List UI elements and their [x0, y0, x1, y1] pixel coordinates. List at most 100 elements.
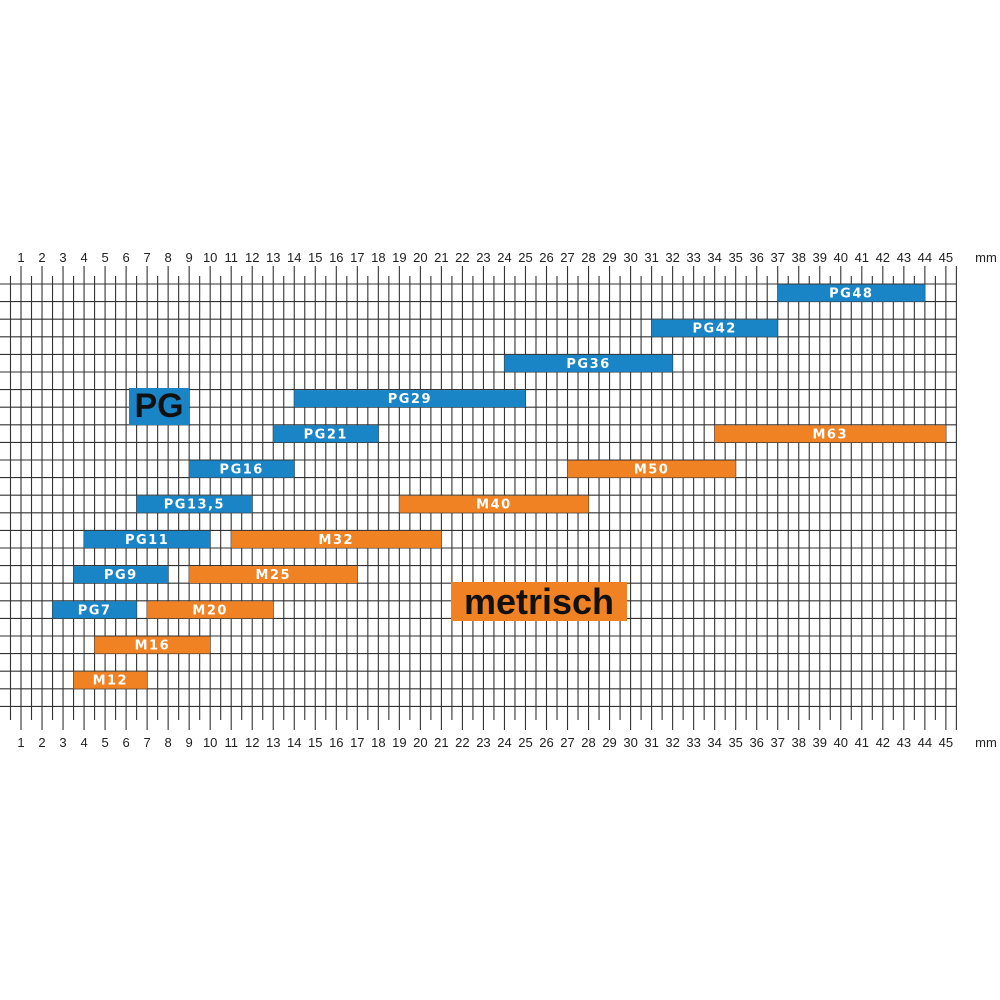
bar-label: PG21: [304, 427, 348, 442]
x-tick-label-bottom: 34: [707, 735, 721, 750]
x-tick-label-top: 37: [770, 250, 784, 265]
x-tick-label-top: 39: [813, 250, 827, 265]
x-tick-label-bottom: 33: [686, 735, 700, 750]
x-tick-label-top: 35: [728, 250, 742, 265]
bar-pg7: [52, 601, 137, 619]
x-tick-label-bottom: 25: [518, 735, 532, 750]
x-tick-label-top: 38: [792, 250, 806, 265]
bar-m20: [147, 601, 274, 619]
x-tick-label-bottom: 23: [476, 735, 490, 750]
x-tick-label-bottom: 18: [371, 735, 385, 750]
x-tick-label-bottom: 35: [728, 735, 742, 750]
x-tick-label-bottom: 38: [792, 735, 806, 750]
x-tick-label-top: 6: [122, 250, 129, 265]
unit-label-bottom: mm: [975, 735, 997, 750]
x-tick-label-top: 22: [455, 250, 469, 265]
bar-label: M32: [319, 533, 355, 548]
x-tick-label-top: 19: [392, 250, 406, 265]
bar-pg42: [651, 319, 778, 337]
x-tick-label-bottom: 39: [813, 735, 827, 750]
x-tick-label-top: 36: [749, 250, 763, 265]
bar-label: M50: [634, 463, 670, 478]
x-tick-label-bottom: 31: [644, 735, 658, 750]
bar-label: PG48: [829, 287, 873, 302]
bar-pg11: [84, 530, 211, 548]
bar-m25: [189, 566, 358, 584]
x-tick-label-top: 20: [413, 250, 427, 265]
x-tick-label-bottom: 42: [876, 735, 890, 750]
bar-label: PG7: [78, 603, 112, 618]
x-tick-label-top: 42: [876, 250, 890, 265]
bar-m50: [567, 460, 736, 478]
x-tick-label-bottom: 19: [392, 735, 406, 750]
x-tick-label-bottom: 12: [245, 735, 259, 750]
bar-label: M12: [93, 674, 129, 689]
x-tick-label-top: 23: [476, 250, 490, 265]
x-tick-label-bottom: 13: [266, 735, 280, 750]
legend-pg-label: PG: [134, 387, 184, 425]
bar-m63: [714, 425, 946, 443]
x-tick-label-bottom: 36: [749, 735, 763, 750]
x-tick-label-top: 1: [17, 250, 24, 265]
bar-pg16: [189, 460, 295, 478]
x-tick-label-bottom: 28: [581, 735, 595, 750]
x-tick-label-bottom: 11: [224, 735, 238, 750]
x-tick-label-bottom: 16: [329, 735, 343, 750]
x-tick-label-top: 29: [602, 250, 616, 265]
x-tick-label-top: 28: [581, 250, 595, 265]
x-tick-label-bottom: 27: [560, 735, 574, 750]
x-tick-label-bottom: 40: [834, 735, 848, 750]
legend-metrisch: metrisch: [451, 580, 627, 622]
x-tick-label-top: 14: [287, 250, 301, 265]
x-tick-label-top: 3: [59, 250, 66, 265]
x-tick-label-top: 26: [539, 250, 553, 265]
x-tick-label-bottom: 41: [855, 735, 869, 750]
x-tick-label-bottom: 3: [59, 735, 66, 750]
x-tick-label-bottom: 1: [17, 735, 24, 750]
x-tick-label-top: 11: [224, 250, 238, 265]
x-tick-label-top: 43: [897, 250, 911, 265]
bar-label: PG42: [693, 322, 737, 337]
x-tick-label-bottom: 44: [918, 735, 932, 750]
bar-label: PG13,5: [164, 498, 225, 513]
bar-label: PG36: [566, 357, 610, 372]
x-tick-label-top: 10: [203, 250, 217, 265]
x-tick-label-top: 31: [644, 250, 658, 265]
x-tick-label-bottom: 22: [455, 735, 469, 750]
legend-metrisch-label: metrisch: [463, 580, 615, 622]
x-tick-label-bottom: 17: [350, 735, 364, 750]
x-tick-label-top: 24: [497, 250, 511, 265]
x-tick-label-top: 4: [80, 250, 87, 265]
legend-pg: PG: [129, 387, 189, 425]
x-tick-label-bottom: 14: [287, 735, 301, 750]
x-tick-label-bottom: 5: [101, 735, 108, 750]
x-tick-label-bottom: 43: [897, 735, 911, 750]
bar-pg13-5: [136, 495, 253, 513]
x-tick-label-top: 2: [38, 250, 45, 265]
x-tick-label-top: 25: [518, 250, 532, 265]
bar-label: M20: [192, 603, 228, 618]
x-tick-label-bottom: 10: [203, 735, 217, 750]
bar-m16: [94, 636, 211, 654]
x-tick-label-top: 16: [329, 250, 343, 265]
x-tick-label-top: 21: [434, 250, 448, 265]
x-tick-label-bottom: 32: [665, 735, 679, 750]
bar-m12: [73, 671, 148, 689]
bar-label: M25: [255, 568, 291, 583]
bar-pg9: [73, 566, 169, 584]
x-tick-label-top: 7: [144, 250, 151, 265]
bar-m40: [399, 495, 589, 513]
x-tick-label-bottom: 24: [497, 735, 511, 750]
x-tick-label-bottom: 9: [186, 735, 193, 750]
bar-pg48: [777, 284, 925, 302]
x-tick-label-top: 32: [665, 250, 679, 265]
x-tick-label-top: 13: [266, 250, 280, 265]
bar-label: PG16: [220, 463, 264, 478]
x-tick-label-bottom: 6: [122, 735, 129, 750]
bar-label: M16: [135, 639, 171, 654]
x-tick-label-bottom: 2: [38, 735, 45, 750]
x-tick-label-top: 30: [623, 250, 637, 265]
x-tick-label-bottom: 20: [413, 735, 427, 750]
x-tick-label-top: 33: [686, 250, 700, 265]
